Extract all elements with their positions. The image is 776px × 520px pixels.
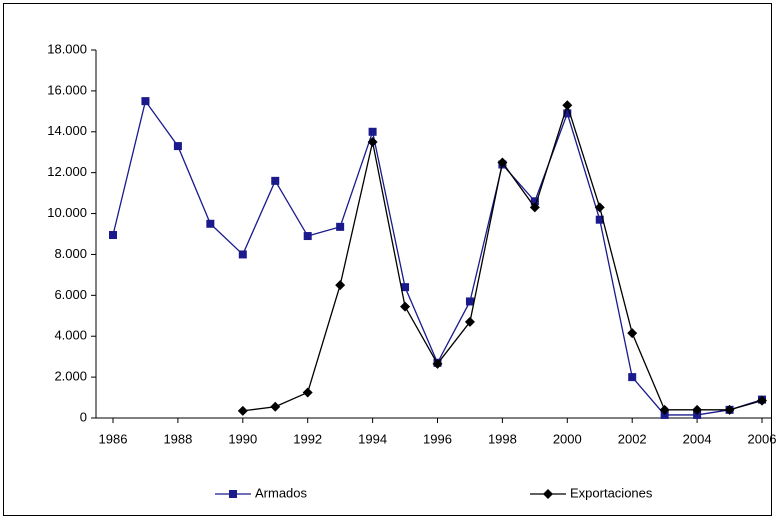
marker [563, 109, 572, 118]
y-tick-label: 12.000 [47, 164, 87, 179]
chart-border [3, 3, 772, 516]
y-tick-label: 14.000 [47, 123, 87, 138]
x-tick-label: 1988 [163, 431, 192, 446]
marker [595, 215, 604, 224]
marker [543, 489, 553, 499]
marker [693, 410, 702, 419]
marker [692, 404, 703, 415]
marker [400, 301, 411, 312]
y-tick-label: 6.000 [54, 287, 87, 302]
marker [206, 219, 215, 228]
marker [109, 231, 117, 240]
marker [336, 222, 345, 231]
marker [229, 490, 237, 498]
y-tick-label: 0 [80, 409, 87, 424]
marker [432, 358, 443, 369]
x-tick-label: 1998 [488, 431, 517, 446]
marker [627, 328, 638, 339]
marker [497, 157, 508, 168]
marker [303, 232, 312, 241]
x-tick-label: 2002 [618, 431, 647, 446]
marker [238, 250, 247, 259]
marker [724, 404, 735, 415]
marker [237, 405, 248, 416]
y-tick-label: 18.000 [47, 41, 87, 56]
marker [530, 197, 539, 206]
marker [562, 100, 573, 111]
y-tick-label: 2.000 [54, 369, 87, 384]
legend-label: Exportaciones [570, 485, 653, 500]
marker [660, 410, 669, 419]
marker [659, 404, 670, 415]
marker [270, 401, 281, 412]
legend-label: Armados [255, 485, 308, 500]
y-tick-label: 10.000 [47, 205, 87, 220]
marker [401, 283, 410, 292]
marker [628, 373, 637, 382]
x-tick-label: 2000 [553, 431, 582, 446]
x-tick-label: 2006 [748, 431, 776, 446]
x-tick-label: 1994 [358, 431, 387, 446]
marker [368, 127, 377, 136]
marker [271, 176, 280, 185]
y-tick-label: 4.000 [54, 328, 87, 343]
marker [302, 387, 313, 398]
marker [757, 395, 767, 406]
x-tick-label: 1990 [228, 431, 257, 446]
x-tick-label: 1986 [99, 431, 128, 446]
marker [529, 202, 540, 213]
x-tick-label: 1992 [293, 431, 322, 446]
marker [464, 316, 475, 327]
y-tick-label: 8.000 [54, 246, 87, 261]
y-tick-label: 16.000 [47, 82, 87, 97]
marker [465, 297, 474, 306]
x-tick-label: 1996 [423, 431, 452, 446]
marker [594, 202, 605, 213]
x-tick-label: 2004 [683, 431, 712, 446]
marker [367, 137, 378, 147]
marker [173, 142, 182, 151]
marker [335, 280, 346, 291]
marker [141, 97, 150, 106]
